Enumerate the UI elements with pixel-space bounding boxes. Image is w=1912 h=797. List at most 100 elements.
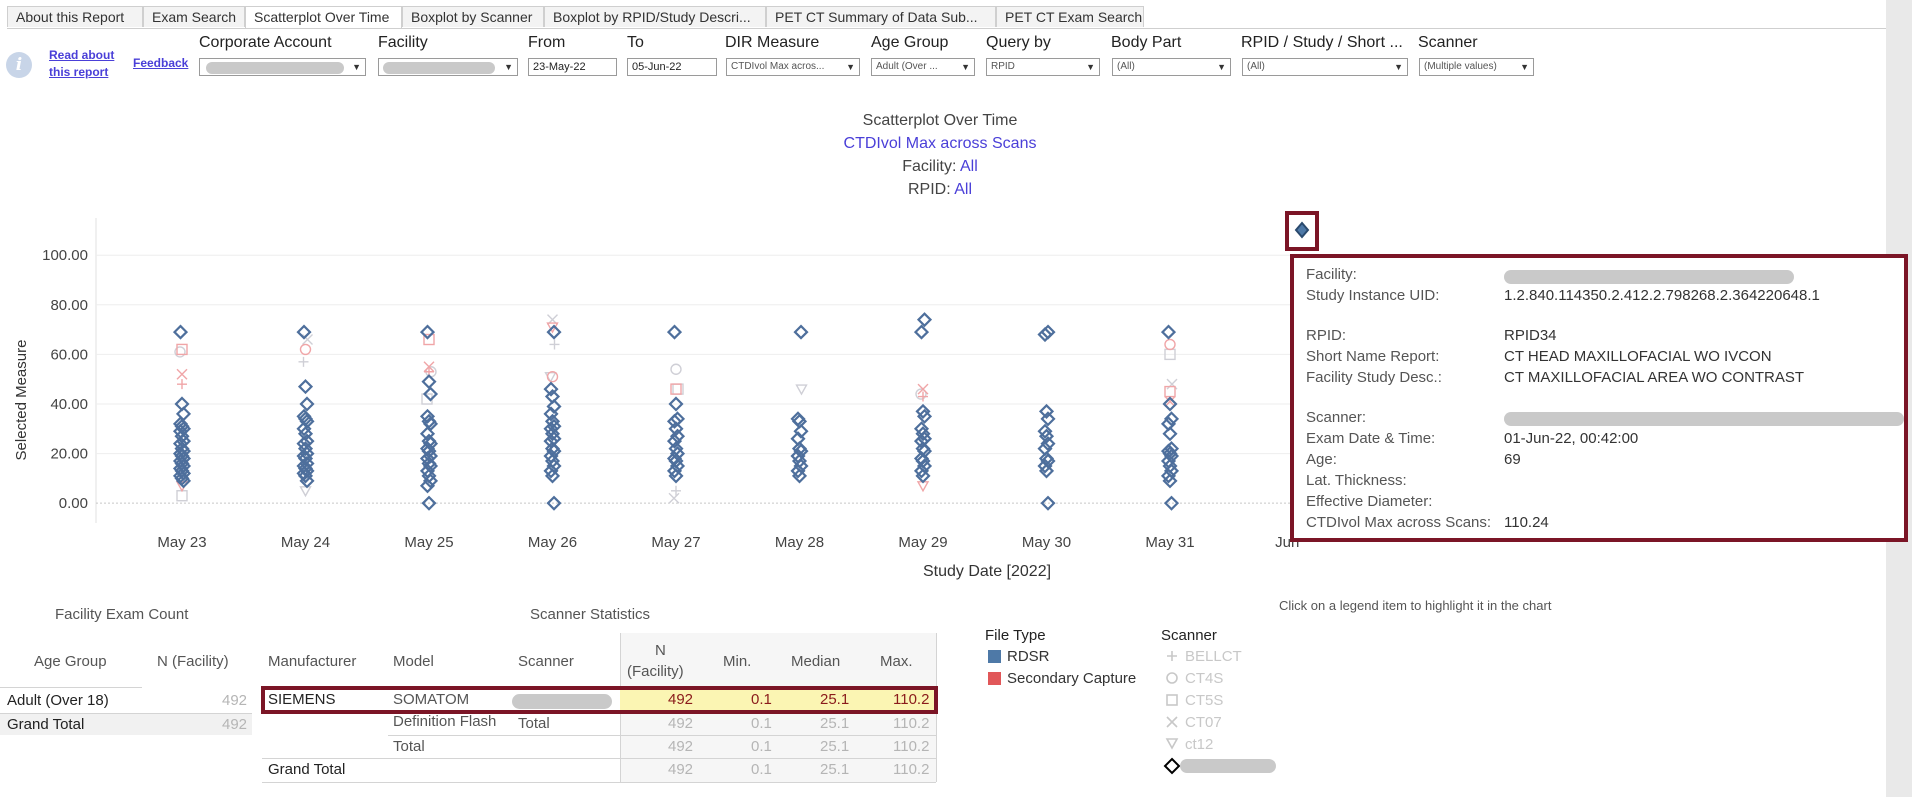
rdsr-point [296, 324, 312, 340]
to-date-input[interactable]: 05-Jun-22 [627, 58, 717, 76]
feedback-link[interactable]: Feedback [133, 56, 189, 70]
query-by-value: RPID [991, 61, 1015, 72]
query-by-dropdown[interactable]: RPID ▼ [986, 58, 1100, 76]
legend-hint-text: Click on a legend item to highlight it i… [1279, 598, 1552, 613]
facility-label: Facility [378, 34, 428, 51]
other-scanner-point [668, 492, 680, 504]
tab-about-report[interactable]: About this Report [7, 6, 143, 27]
info-icon[interactable]: i [6, 52, 32, 78]
triangle-down-icon [1165, 738, 1179, 750]
rdsr-point [915, 468, 931, 484]
age-group-dropdown[interactable]: Adult (Over ... ▼ [871, 58, 975, 76]
rdsr-point [421, 495, 437, 511]
tab-boxplot-by-scanner[interactable]: Boxplot by Scanner [402, 6, 544, 27]
ss-header-min: Min. [723, 653, 752, 670]
legend-item-ct5s[interactable]: CT5S [1185, 692, 1224, 709]
point-tooltip: Facility: Study Instance UID: 1.2.840.11… [1290, 254, 1908, 542]
rdsr-swatch[interactable] [988, 650, 1001, 663]
secondary-capture-swatch[interactable] [988, 672, 1001, 685]
ss-row-n: 492 [668, 691, 694, 708]
rdsr-point [419, 408, 436, 424]
legend-item-ct12[interactable]: ct12 [1185, 736, 1214, 753]
tooltip-study-uid-value: 1.2.840.114350.2.412.2.798268.2.36422064… [1504, 287, 1820, 304]
legend-item-ct4s[interactable]: CT4S [1185, 670, 1224, 687]
cross-icon [1166, 716, 1178, 728]
scatterplot-chart[interactable]: 100.00 80.00 60.00 40.00 20.00 0.00 May 23 May… [0, 205, 1300, 590]
rdsr-point [1163, 411, 1180, 427]
secondary-capture-point [177, 379, 187, 390]
selected-row-outline [261, 686, 938, 714]
legend-item-rdsr[interactable]: RDSR [1007, 648, 1050, 665]
rdsr-point [422, 386, 439, 402]
ss-row2-model: Definition Flash [393, 713, 497, 730]
ss-row3-n: 492 [668, 738, 694, 755]
redacted-scanner [1504, 412, 1904, 426]
rdsr-point [172, 324, 189, 340]
scanner-dropdown[interactable]: (Multiple values) ▼ [1419, 58, 1534, 76]
rdsr-point [913, 463, 930, 479]
ss-header-n: N [655, 642, 666, 659]
legend-item-bellct[interactable]: BELLCT [1185, 648, 1242, 665]
tooltip-eff-diameter-key: Effective Diameter: [1306, 493, 1433, 510]
ss-header-max: Max. [880, 653, 913, 670]
rpid-caption-value: All [954, 181, 972, 198]
legend-item-redacted-scanner[interactable] [1180, 759, 1276, 773]
selected-point-highlight[interactable] [1285, 211, 1319, 251]
rdsr-point [1040, 495, 1056, 511]
tab-scatterplot-over-time[interactable]: Scatterplot Over Time [245, 6, 402, 28]
other-scanner-point [915, 388, 927, 400]
legend-item-ct07[interactable]: CT07 [1185, 714, 1222, 731]
y-tick-label: 80.00 [50, 297, 88, 314]
tooltip-ctdivol-value: 110.24 [1504, 514, 1549, 531]
ss-row-model[interactable]: SOMATOM [393, 691, 470, 708]
rdsr-point [546, 324, 562, 340]
body-part-dropdown[interactable]: (All) ▼ [1112, 58, 1231, 76]
rdsr-point [546, 495, 562, 511]
from-date-input[interactable]: 23-May-22 [528, 58, 617, 76]
tab-pet-ct-exam-search[interactable]: PET CT Exam Search [996, 6, 1144, 27]
other-scanner-point [670, 363, 682, 375]
ss-grand-total-n: 492 [668, 761, 694, 778]
tooltip-study-desc-key: Facility Study Desc.: [1306, 369, 1442, 386]
ss-row3-model: Total [393, 738, 425, 755]
legend-item-secondary-capture[interactable]: Secondary Capture [1007, 670, 1137, 687]
chart-facility-line: Facility: All [0, 158, 1880, 176]
tooltip-exam-date-value: 01-Jun-22, 00:42:00 [1504, 430, 1639, 447]
ss-row2-min: 0.1 [751, 715, 772, 732]
divider [262, 758, 936, 759]
x-tick-label: May 31 [1145, 534, 1194, 551]
ss-row3-min: 0.1 [751, 738, 772, 755]
redacted-value [206, 62, 344, 74]
chart-measure-subtitle: CTDIvol Max across Scans [843, 135, 1037, 152]
tooltip-study-uid-key: Study Instance UID: [1306, 287, 1440, 304]
secondary-capture-point [1164, 396, 1176, 407]
read-about-link-line2[interactable]: this report [49, 65, 109, 79]
rdsr-point [543, 381, 559, 397]
rpid-study-dropdown[interactable]: (All) ▼ [1242, 58, 1408, 76]
tab-boxplot-by-rpid[interactable]: Boxplot by RPID/Study Descri... [544, 6, 766, 27]
other-scanner-point [299, 486, 312, 498]
secondary-capture-point [670, 383, 682, 395]
fec-header-age-group: Age Group [34, 653, 107, 670]
rdsr-point [1162, 426, 1178, 442]
report-tab-bar: About this Report Exam Search Scatterplo… [7, 6, 1887, 29]
rdsr-point [668, 396, 684, 412]
secondary-capture-point [176, 368, 188, 380]
rdsr-point [421, 374, 437, 390]
rdsr-point [419, 478, 436, 494]
y-tick-label: 0.00 [59, 495, 88, 512]
y-axis-label: Selected Measure [13, 340, 30, 461]
tab-pet-ct-summary[interactable]: PET CT Summary of Data Sub... [766, 6, 996, 27]
rdsr-point [543, 406, 559, 422]
rdsr-point [916, 408, 933, 424]
tooltip-scanner-key: Scanner: [1306, 409, 1367, 426]
y-tick-label: 100.00 [42, 247, 88, 264]
facility-exam-count-title: Facility Exam Count [55, 606, 189, 623]
facility-dropdown[interactable]: ▼ [378, 58, 518, 76]
rdsr-point [915, 403, 931, 419]
tab-exam-search[interactable]: Exam Search [143, 6, 245, 27]
corporate-account-dropdown[interactable]: ▼ [199, 58, 366, 76]
ss-row-manufacturer[interactable]: SIEMENS [268, 691, 336, 708]
dir-measure-dropdown[interactable]: CTDIvol Max acros... ▼ [726, 58, 860, 76]
read-about-link-line1[interactable]: Read about [49, 48, 115, 62]
